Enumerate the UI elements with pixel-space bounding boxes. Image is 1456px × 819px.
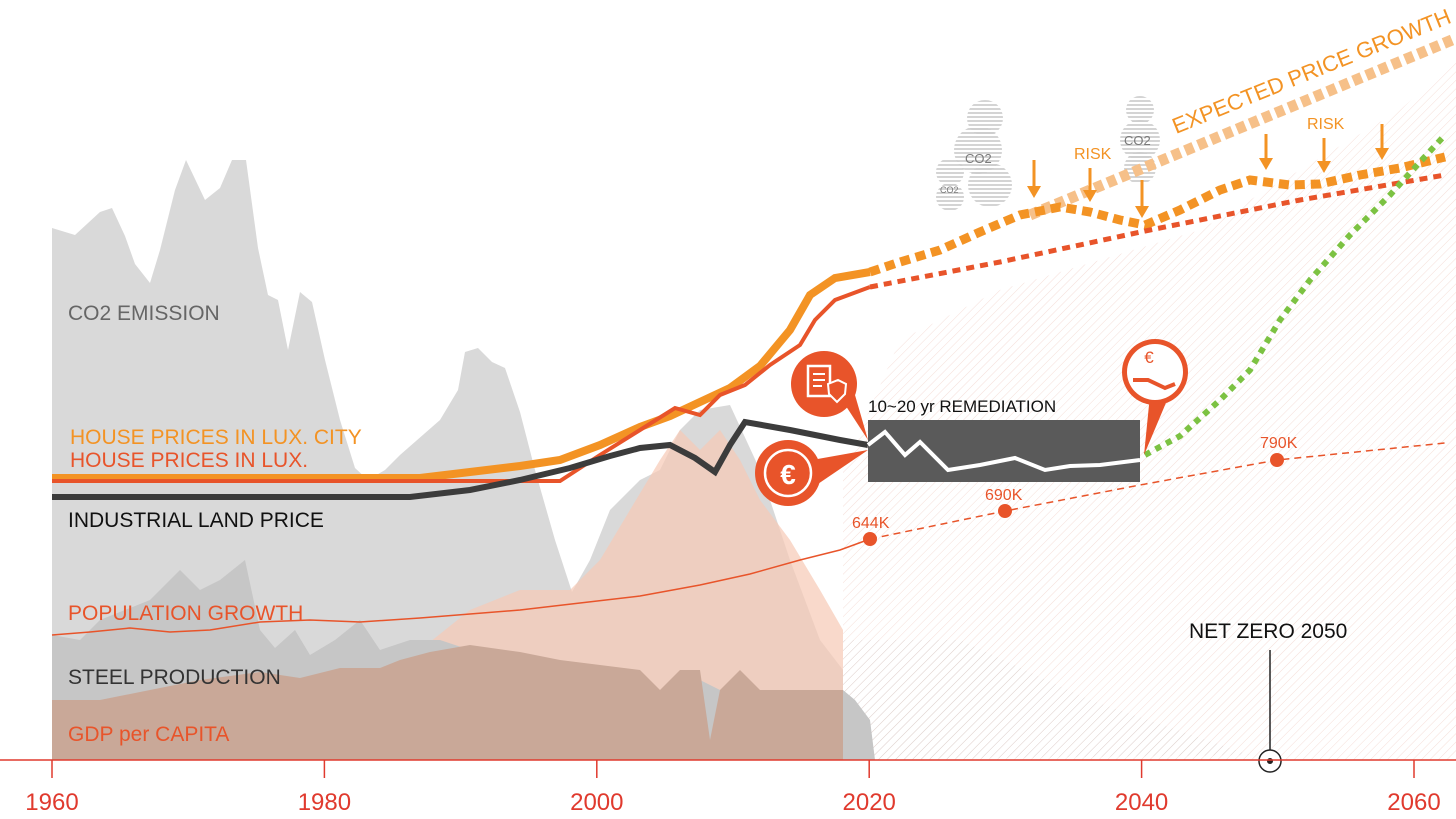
population-growth-line xyxy=(51,538,871,636)
svg-text:€: € xyxy=(1144,348,1154,367)
gdp-per-capita-area xyxy=(52,645,843,760)
green-value-forecast xyxy=(1143,132,1448,458)
industrial-land-label: INDUSTRIAL LAND PRICE xyxy=(68,509,324,532)
house-lux-forecast xyxy=(869,172,1446,290)
population-value-label: 644K xyxy=(852,515,890,532)
future-steel-zone xyxy=(843,640,1250,760)
remediation-box xyxy=(868,420,1140,482)
x-tick-label: 2040 xyxy=(1115,789,1168,816)
co2-emission-label: CO2 EMISSION xyxy=(68,302,220,325)
remediation-price-line xyxy=(866,429,1141,473)
population-value-label: 790K xyxy=(1260,435,1298,452)
svg-text:€: € xyxy=(780,459,796,490)
house-lux-label: HOUSE PRICES IN LUX. xyxy=(70,449,308,472)
x-axis-ticks: 1960 1980 2000 2020 2040 2060 xyxy=(25,760,1441,816)
expected-price-growth-line xyxy=(1027,34,1455,221)
population-point xyxy=(998,504,1012,518)
x-tick-label: 2060 xyxy=(1387,789,1440,816)
population-growth-label: POPULATION GROWTH xyxy=(68,602,303,625)
population-point xyxy=(1270,453,1284,467)
house-lux-line xyxy=(52,285,871,483)
net-zero-label: NET ZERO 2050 xyxy=(1189,620,1347,643)
steel-production-label: STEEL PRODUCTION xyxy=(68,666,281,689)
x-tick-label: 1980 xyxy=(298,789,351,816)
risk-label: RISK xyxy=(1074,146,1112,163)
risk-label: RISK xyxy=(1307,116,1345,133)
population-points xyxy=(863,453,1284,546)
x-tick-label: 1960 xyxy=(25,789,78,816)
euro-coin-icon: € xyxy=(755,440,868,506)
co2-label: CO2 xyxy=(1124,133,1151,148)
house-city-forecast xyxy=(868,152,1447,277)
population-forecast-line xyxy=(869,442,1446,540)
euro-hand-icon: € xyxy=(1122,339,1188,455)
population-point xyxy=(863,532,877,546)
risk-arrows xyxy=(1027,124,1389,218)
co2-label: CO2 xyxy=(965,151,992,166)
gdp-per-capita-label: GDP per CAPITA xyxy=(68,723,229,746)
remediation-label: 10~20 yr REMEDIATION xyxy=(868,397,1056,416)
co2-cloud-icon: CO2 CO2 CO2 xyxy=(936,96,1160,211)
document-shield-icon xyxy=(791,351,868,440)
x-tick-label: 2020 xyxy=(843,789,896,816)
industrial-land-price-line xyxy=(52,418,869,500)
population-value-label: 690K xyxy=(985,487,1023,504)
co2-label: CO2 xyxy=(940,185,959,195)
x-tick-label: 2000 xyxy=(570,789,623,816)
house-city-label: HOUSE PRICES IN LUX. CITY xyxy=(70,426,362,449)
house-city-line xyxy=(52,268,871,482)
